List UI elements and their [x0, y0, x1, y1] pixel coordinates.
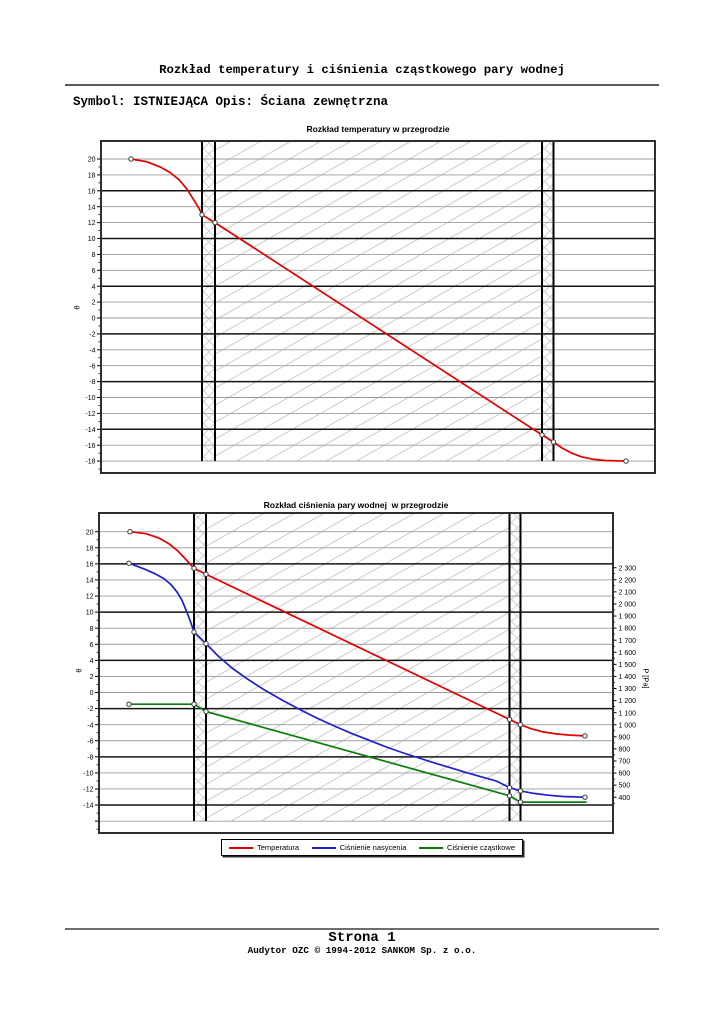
svg-text:4: 4	[92, 284, 96, 291]
temperature-chart-title: Rozkład temperatury w przegrodzie	[306, 124, 450, 134]
svg-text:1 000: 1 000	[619, 722, 637, 729]
svg-text:14: 14	[86, 578, 94, 585]
chart-legend: Temperatura Ciśnienie nasycenia Ciśnieni…	[221, 839, 523, 856]
svg-text:1 700: 1 700	[619, 638, 637, 645]
svg-text:-2: -2	[87, 706, 93, 713]
svg-text:2 000: 2 000	[619, 602, 637, 609]
svg-text:12: 12	[86, 594, 94, 601]
legend-item-saturation-pressure: Ciśnienie nasycenia	[311, 843, 407, 852]
svg-text:6: 6	[90, 642, 94, 649]
svg-text:-12: -12	[83, 787, 93, 794]
svg-text:8: 8	[92, 252, 96, 259]
svg-text:0: 0	[92, 316, 96, 323]
header-rule	[65, 84, 659, 86]
svg-text:-16: -16	[85, 443, 95, 450]
svg-text:18: 18	[88, 173, 96, 180]
svg-text:-4: -4	[87, 722, 93, 729]
svg-text:1 100: 1 100	[619, 710, 637, 717]
copyright-line: Audytor OZC © 1994-2012 SANKOM Sp. z o.o…	[247, 945, 477, 956]
svg-text:14: 14	[88, 204, 96, 211]
svg-text:-8: -8	[87, 754, 93, 761]
svg-text:1 300: 1 300	[619, 686, 637, 693]
legend-item-temperature: Temperatura	[229, 843, 299, 852]
svg-text:-14: -14	[83, 803, 93, 810]
svg-text:8: 8	[90, 626, 94, 633]
page-number: Strona 1	[328, 930, 396, 946]
svg-text:-10: -10	[85, 395, 95, 402]
svg-text:2: 2	[90, 674, 94, 681]
svg-text:2 100: 2 100	[619, 589, 637, 596]
svg-text:1 900: 1 900	[619, 614, 637, 621]
saturation-pressure-line-sample	[311, 846, 336, 849]
legend-label: Ciśnienie cząstkowe	[447, 843, 515, 852]
svg-text:1 600: 1 600	[619, 650, 637, 657]
svg-text:-12: -12	[85, 411, 95, 418]
svg-text:0: 0	[90, 690, 94, 697]
svg-text:10: 10	[86, 610, 94, 617]
svg-text:-2: -2	[89, 332, 95, 339]
svg-text:500: 500	[619, 783, 631, 790]
svg-text:18: 18	[86, 545, 94, 552]
partition-symbol-description: Symbol: ISTNIEJĄCA Opis: Ściana zewnętrz…	[73, 95, 389, 109]
svg-text:16: 16	[88, 188, 96, 195]
svg-text:700: 700	[619, 759, 631, 766]
svg-text:-6: -6	[89, 363, 95, 370]
svg-text:600: 600	[619, 771, 631, 778]
svg-text:800: 800	[619, 747, 631, 754]
svg-text:400: 400	[619, 795, 631, 802]
svg-text:20: 20	[88, 157, 96, 164]
svg-text:12: 12	[88, 220, 96, 227]
svg-text:1 400: 1 400	[619, 674, 637, 681]
legend-item-partial-pressure: Ciśnienie cząstkowe	[419, 843, 515, 852]
svg-text:1 500: 1 500	[619, 662, 637, 669]
svg-text:-8: -8	[89, 379, 95, 386]
svg-text:-4: -4	[89, 347, 95, 354]
svg-text:-10: -10	[83, 771, 93, 778]
svg-text:16: 16	[86, 561, 94, 568]
temperature-line-sample	[229, 846, 253, 849]
document-title: Rozkład temperatury i ciśnienia cząstkow…	[159, 63, 565, 77]
svg-text:-6: -6	[87, 738, 93, 745]
svg-text:4: 4	[90, 658, 94, 665]
pressure-chart-title: Rozkład ciśnienia pary wodnej w przegrod…	[263, 500, 449, 510]
svg-text:1 200: 1 200	[619, 698, 637, 705]
svg-text:2: 2	[92, 300, 96, 307]
svg-text:10: 10	[88, 236, 96, 243]
legend-label: Temperatura	[257, 843, 300, 852]
svg-text:6: 6	[92, 268, 96, 275]
svg-text:20: 20	[86, 529, 94, 536]
partial-pressure-line-sample	[419, 846, 444, 849]
legend-label: Ciśnienie nasycenia	[339, 843, 407, 852]
svg-text:2 200: 2 200	[619, 577, 637, 584]
svg-text:-18: -18	[85, 459, 95, 466]
svg-text:1 800: 1 800	[619, 626, 637, 633]
svg-text:900: 900	[619, 734, 631, 741]
svg-text:2 300: 2 300	[619, 565, 637, 572]
footer-rule	[65, 928, 659, 930]
svg-text:-14: -14	[85, 427, 95, 434]
